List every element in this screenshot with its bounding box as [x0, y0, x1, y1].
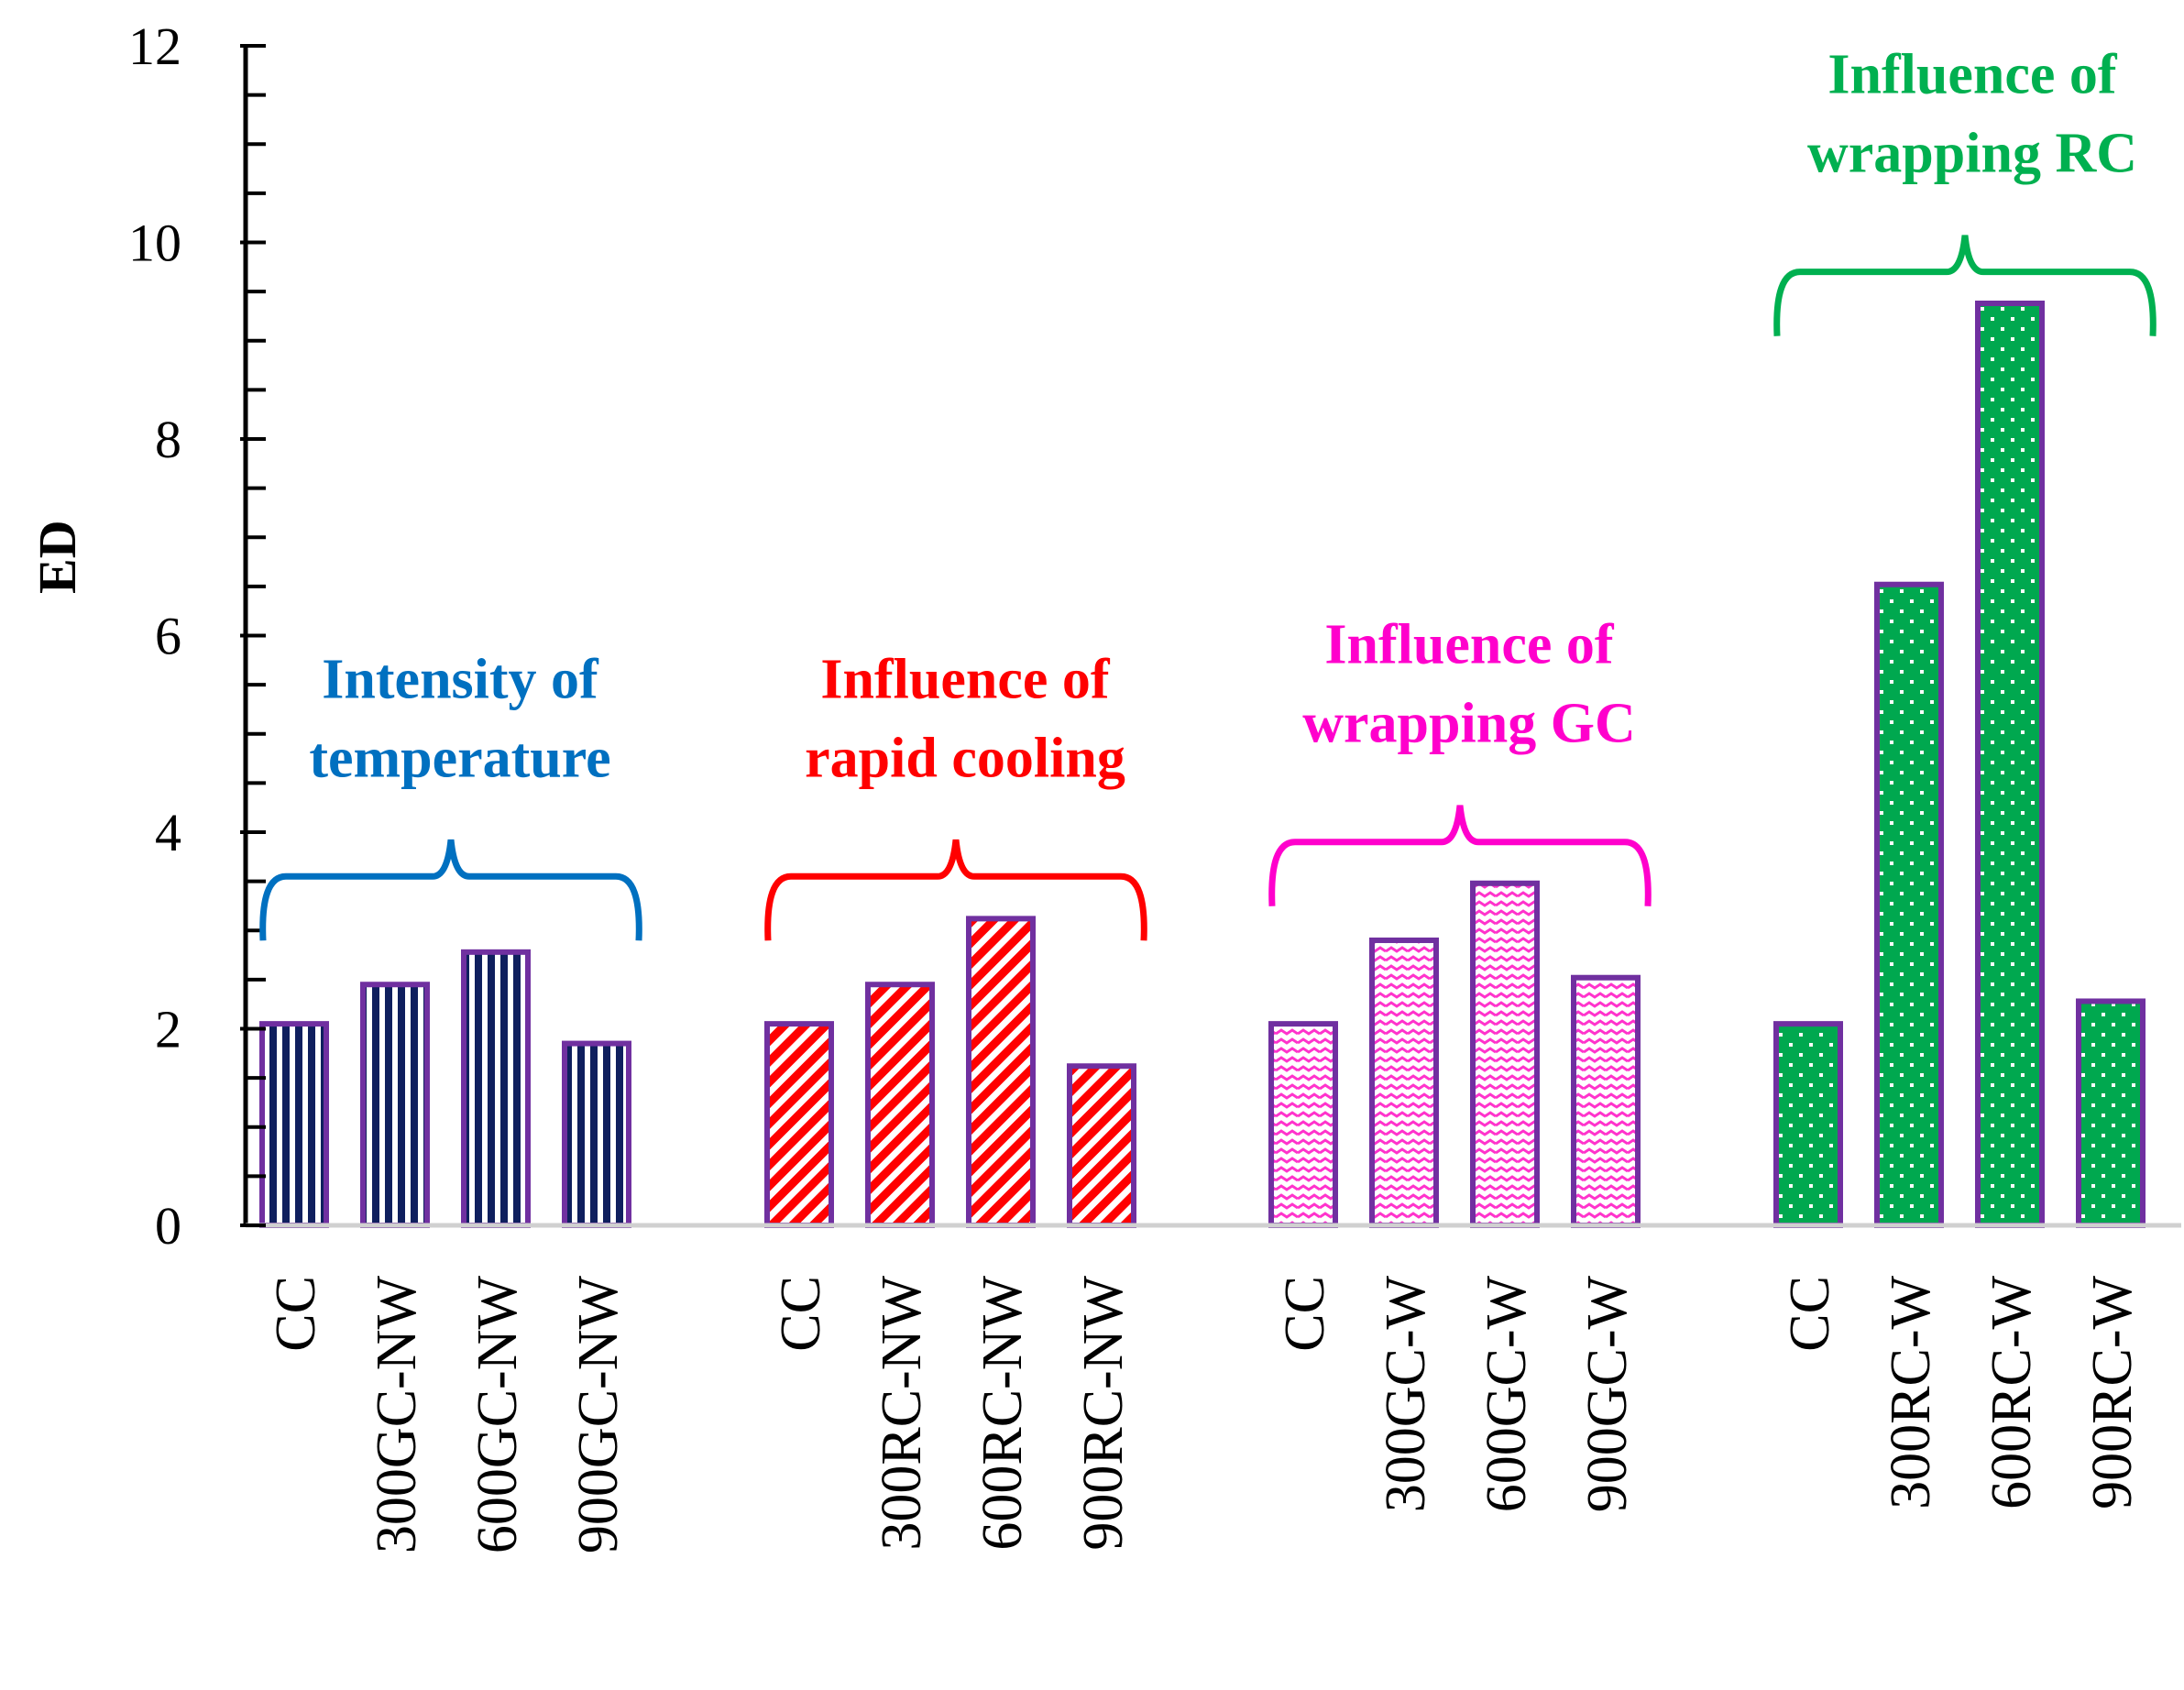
x-tick-label: 900GC-W	[1576, 1276, 1639, 1513]
y-tick-label: 4	[155, 803, 181, 862]
x-tick-label: 300RC-NW	[871, 1276, 933, 1551]
group-brace	[764, 839, 1147, 941]
group-annotation-line: Influence of	[1827, 44, 2118, 106]
y-tick-label: 2	[155, 1000, 181, 1059]
x-tick-label: 600GC-NW	[466, 1276, 529, 1554]
bar-600gc-w	[1470, 880, 1540, 1229]
group-brace	[1773, 235, 2157, 336]
x-tick-label: 600RC-W	[1981, 1276, 2043, 1509]
bar-300gc-w	[1369, 937, 1439, 1228]
bar-cc	[1773, 1021, 1843, 1228]
y-tick-label: 12	[128, 16, 181, 76]
group-annotation-line: Influence of	[820, 648, 1111, 710]
y-axis-title: ED	[27, 520, 87, 594]
y-tick-label: 6	[155, 607, 181, 666]
x-tick-label: CC	[770, 1276, 832, 1352]
bar-cc	[1268, 1021, 1338, 1228]
bar-600rc-nw	[966, 916, 1036, 1228]
group-annotation-line: Intensity of	[322, 648, 599, 710]
group-annotation-line: temperature	[309, 727, 610, 789]
y-tick-label: 10	[128, 214, 181, 273]
x-tick-label: CC	[265, 1276, 327, 1352]
x-tick-label: 600GC-W	[1476, 1276, 1538, 1513]
group-annotation-line: rapid cooling	[805, 727, 1125, 789]
x-tick-label: CC	[1779, 1276, 1841, 1352]
y-tick-label: 8	[155, 410, 181, 469]
x-tick-label: 300RC-W	[1880, 1276, 1942, 1509]
bar-600rc-w	[1975, 300, 2045, 1228]
bar-900gc-nw	[562, 1040, 631, 1229]
x-tick-label: 900GC-NW	[567, 1276, 630, 1554]
x-tick-label: 600RC-NW	[971, 1276, 1034, 1551]
bar-300rc-w	[1874, 581, 1944, 1228]
x-tick-label: 300GC-NW	[366, 1276, 428, 1554]
group-annotation-line: wrapping GC	[1302, 693, 1635, 755]
bar-900rc-nw	[1067, 1063, 1136, 1228]
y-tick-label: 0	[155, 1196, 181, 1256]
group-annotation-line: wrapping RC	[1807, 123, 2137, 185]
bar-300gc-nw	[360, 982, 430, 1229]
group-brace	[259, 839, 642, 941]
group-brace	[1268, 805, 1652, 906]
x-tick-label: 300GC-W	[1375, 1276, 1437, 1513]
bars-layer	[259, 300, 2146, 1229]
bar-300rc-nw	[865, 982, 935, 1229]
bar-900gc-w	[1571, 974, 1641, 1228]
x-tick-label: CC	[1274, 1276, 1336, 1352]
bar-600gc-nw	[461, 949, 531, 1228]
annotations-layer: Intensity of temperature Influence of rapid…	[259, 44, 2157, 941]
bar-cc	[764, 1021, 834, 1228]
bar-900rc-w	[2076, 998, 2146, 1228]
x-tick-label: 900RC-W	[2081, 1276, 2144, 1509]
x-tick-label: 900RC-NW	[1072, 1276, 1135, 1551]
bar-cc	[259, 1021, 329, 1228]
group-annotation-line: Influence of	[1324, 614, 1615, 676]
axes-layer: 0 2 4 6 8 10 12 ED CC 300GC-NW 600GC-NW 900GC-NW CC 3…	[27, 16, 2181, 1553]
